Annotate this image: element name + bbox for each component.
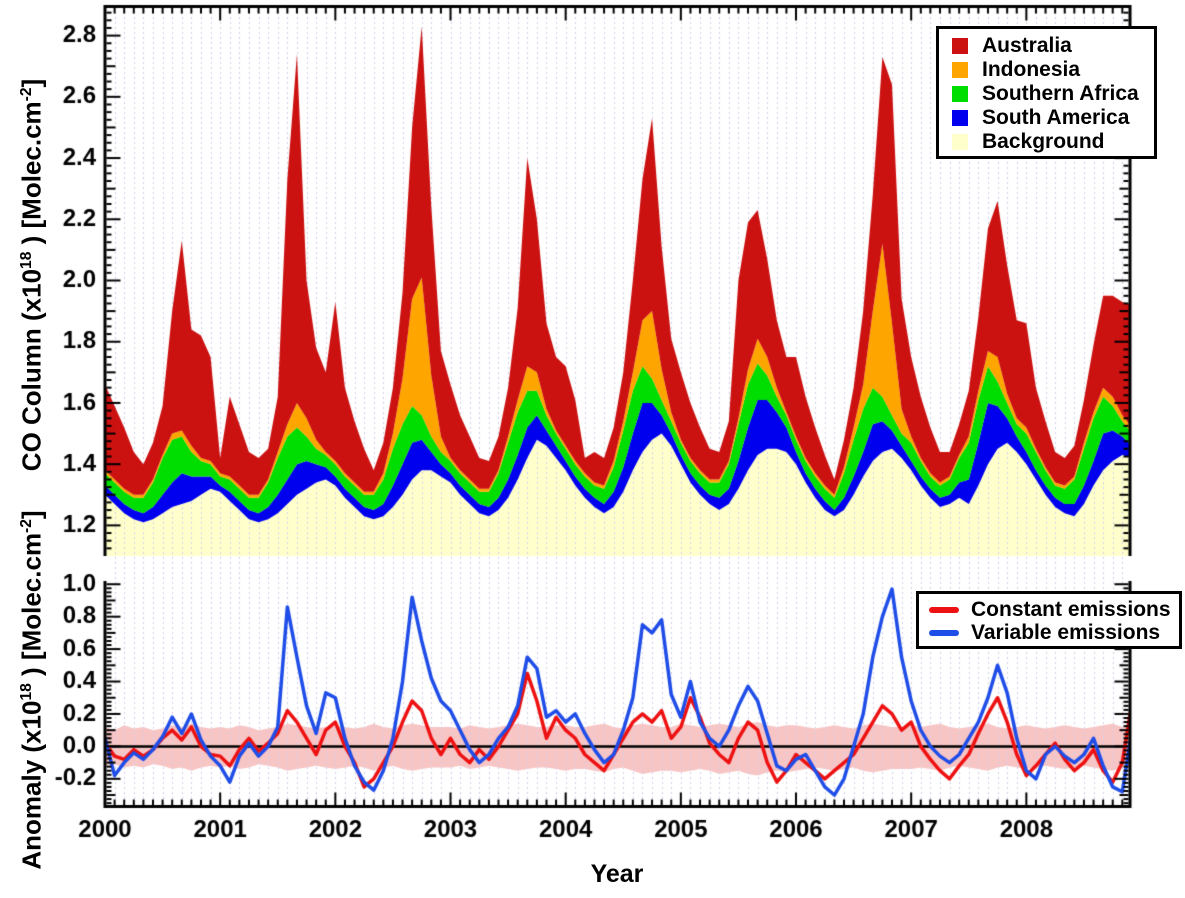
axis-title-text: Anomaly (x10 xyxy=(16,700,47,870)
legend-label: Constant emissions xyxy=(971,597,1171,621)
x-axis-title: Year xyxy=(590,860,644,888)
axis-title-superscript: -2 xyxy=(18,519,35,533)
axis-title-superscript: 18 xyxy=(18,251,35,269)
legend-label: Indonesia xyxy=(982,58,1081,81)
constant-emissions-line-swatch-icon xyxy=(929,606,959,613)
legend-item-south-america: South America xyxy=(952,106,1154,130)
legend-item-southern-africa: Southern Africa xyxy=(952,82,1154,106)
background-swatch-icon xyxy=(952,134,968,150)
legend-label: Australia xyxy=(982,34,1072,57)
axis-title-text: ] xyxy=(16,510,47,520)
variable-emissions-line-swatch-icon xyxy=(929,629,959,636)
axis-title-text: ) [Molec.cm xyxy=(16,532,47,684)
legend-item-background: Background xyxy=(952,130,1154,154)
southern-africa-swatch-icon xyxy=(952,86,968,102)
legend-item-constant-emissions: Constant emissions xyxy=(929,598,1179,621)
legend-label: Variable emissions xyxy=(971,620,1161,644)
top-legend: Australia Indonesia Southern Africa Sout… xyxy=(936,26,1157,159)
axis-title-superscript: 18 xyxy=(18,683,35,701)
legend-item-indonesia: Indonesia xyxy=(952,58,1154,82)
legend-label: Background xyxy=(982,130,1105,153)
bottom-legend: Constant emissions Variable emissions xyxy=(916,591,1182,649)
indonesia-swatch-icon xyxy=(952,62,968,78)
legend-item-variable-emissions: Variable emissions xyxy=(929,621,1179,644)
legend-label: South America xyxy=(982,106,1130,129)
axis-title-text: ] xyxy=(16,78,47,88)
south-america-swatch-icon xyxy=(952,110,968,126)
bottom-panel-y-axis-title: Anomaly (x1018 ) [Molec.cm-2] xyxy=(10,390,47,898)
legend-item-australia: Australia xyxy=(952,34,1154,58)
axis-title-superscript: -2 xyxy=(18,87,35,102)
axis-title-text: ) [Molec.cm xyxy=(16,101,47,252)
australia-swatch-icon xyxy=(952,38,968,54)
legend-label: Southern Africa xyxy=(982,82,1139,105)
